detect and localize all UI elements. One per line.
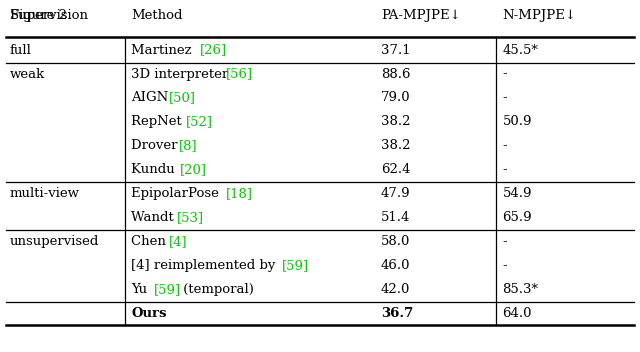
Text: [53]: [53] — [177, 211, 204, 224]
Text: 79.0: 79.0 — [381, 92, 410, 105]
Text: [52]: [52] — [186, 115, 213, 128]
Text: [50]: [50] — [169, 92, 196, 105]
Text: Method: Method — [131, 10, 182, 22]
Text: -: - — [502, 163, 507, 176]
Text: Chen: Chen — [131, 235, 170, 248]
Text: PA-MPJPE↓: PA-MPJPE↓ — [381, 10, 461, 22]
Text: 51.4: 51.4 — [381, 211, 410, 224]
Text: Yu: Yu — [131, 283, 152, 296]
Text: EpipolarPose: EpipolarPose — [131, 187, 223, 200]
Text: -: - — [502, 92, 507, 105]
Text: 45.5*: 45.5* — [502, 44, 538, 57]
Text: 54.9: 54.9 — [502, 187, 532, 200]
Text: 47.9: 47.9 — [381, 187, 410, 200]
Text: 85.3*: 85.3* — [502, 283, 538, 296]
Text: RepNet: RepNet — [131, 115, 186, 128]
Text: Martinez: Martinez — [131, 44, 196, 57]
Text: 46.0: 46.0 — [381, 259, 410, 272]
Text: Wandt: Wandt — [131, 211, 178, 224]
Text: 88.6: 88.6 — [381, 68, 410, 81]
Text: 50.9: 50.9 — [502, 115, 532, 128]
Text: -: - — [502, 139, 507, 152]
Text: 65.9: 65.9 — [502, 211, 532, 224]
Text: 38.2: 38.2 — [381, 139, 410, 152]
Text: 58.0: 58.0 — [381, 235, 410, 248]
Text: N-MPJPE↓: N-MPJPE↓ — [502, 10, 577, 22]
Text: AIGN: AIGN — [131, 92, 173, 105]
Text: full: full — [10, 44, 31, 57]
Text: Supervision: Supervision — [10, 10, 88, 22]
Text: 37.1: 37.1 — [381, 44, 410, 57]
Text: 3D interpreter: 3D interpreter — [131, 68, 233, 81]
Text: [4]: [4] — [169, 235, 188, 248]
Text: 42.0: 42.0 — [381, 283, 410, 296]
Text: Drover: Drover — [131, 139, 182, 152]
Text: [26]: [26] — [200, 44, 227, 57]
Text: 38.2: 38.2 — [381, 115, 410, 128]
Text: [20]: [20] — [180, 163, 207, 176]
Text: (temporal): (temporal) — [179, 283, 253, 296]
Text: [4] reimplemented by: [4] reimplemented by — [131, 259, 280, 272]
Text: weak: weak — [10, 68, 45, 81]
Text: [8]: [8] — [179, 139, 198, 152]
Text: unsupervised: unsupervised — [10, 235, 99, 248]
Text: [56]: [56] — [226, 68, 253, 81]
Text: multi-view: multi-view — [10, 187, 79, 200]
Text: -: - — [502, 259, 507, 272]
Text: [59]: [59] — [154, 283, 181, 296]
Text: 36.7: 36.7 — [381, 307, 413, 320]
Text: -: - — [502, 68, 507, 81]
Text: [59]: [59] — [282, 259, 309, 272]
Text: -: - — [502, 235, 507, 248]
Text: 62.4: 62.4 — [381, 163, 410, 176]
Text: 64.0: 64.0 — [502, 307, 532, 320]
Text: Figure 2: Figure 2 — [10, 9, 67, 22]
Text: Kundu: Kundu — [131, 163, 179, 176]
Text: Ours: Ours — [131, 307, 166, 320]
Text: [18]: [18] — [226, 187, 253, 200]
